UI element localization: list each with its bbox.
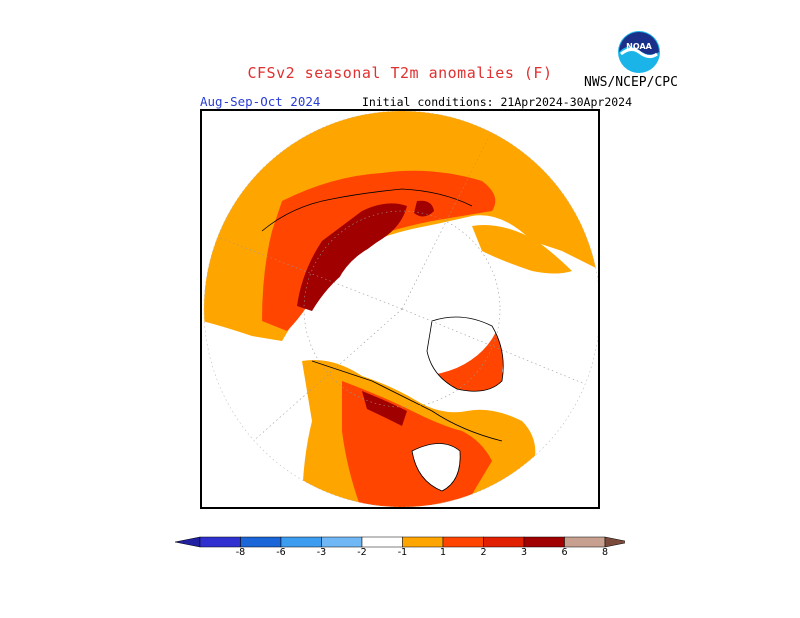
legend-arrow-right <box>604 536 631 548</box>
legend-tick-label: 6 <box>561 547 568 558</box>
legend-tick-label: 2 <box>480 547 487 558</box>
legend-tick-label: 1 <box>439 547 447 558</box>
map-title: CFSv2 seasonal T2m anomalies (F) <box>247 64 553 82</box>
anomaly-region-siberia-darkred <box>297 203 407 311</box>
legend-swatch <box>483 536 525 548</box>
legend-swatch <box>240 536 282 548</box>
legend-tick-label: -3 <box>316 547 327 558</box>
legend-tick-label: -6 <box>276 547 286 558</box>
legend-swatch <box>361 536 403 548</box>
polar-anomaly-map <box>200 109 600 509</box>
legend-swatch <box>321 536 363 548</box>
legend-swatch <box>523 536 565 548</box>
legend-swatch <box>402 536 444 548</box>
color-legend <box>174 534 631 564</box>
season-label: Aug-Sep-Oct 2024 <box>200 94 321 109</box>
noaa-logo: NOAA <box>617 30 661 74</box>
noaa-logo-text: NOAA <box>626 42 652 51</box>
legend-tick-label: -2 <box>357 547 367 558</box>
legend-tick-label: -1 <box>397 547 408 558</box>
initial-conditions-label: Initial conditions: 21Apr2024-30Apr2024 <box>362 95 633 109</box>
legend-swatch <box>199 536 241 548</box>
legend-swatch <box>564 536 606 548</box>
legend-tick-label: 3 <box>520 547 528 558</box>
legend-swatch <box>280 536 322 548</box>
legend-tick-label: -8 <box>235 547 246 558</box>
legend-swatch <box>442 536 484 548</box>
legend-tick-label: 8 <box>601 547 609 558</box>
organization-label: NWS/NCEP/CPC <box>584 75 678 90</box>
arctic-ocean-area <box>332 236 502 376</box>
legend-arrow-left <box>174 536 201 548</box>
anomaly-region-siberia-red <box>262 170 496 331</box>
